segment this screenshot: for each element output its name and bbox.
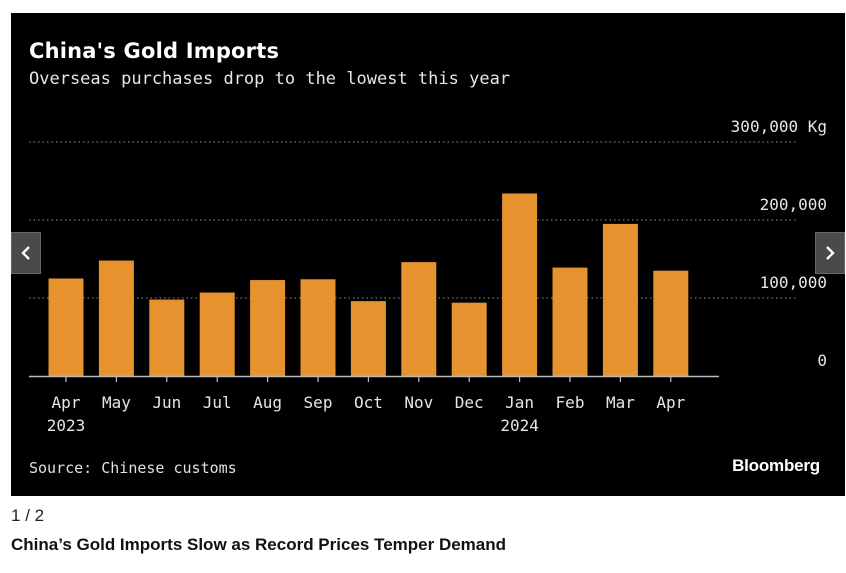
x-tick-label: Jan (505, 393, 534, 412)
chart-subtitle: Overseas purchases drop to the lowest th… (29, 69, 511, 89)
bar-chart: 0 100,000 200,000 300,000 Kg Apr 2023 May Jun Ju… (29, 117, 827, 435)
x-tick-label: Mar (606, 393, 635, 412)
slide-counter-total: 2 (34, 506, 45, 525)
y-tick-label: 200,000 (760, 195, 827, 214)
slide-counter: 1 / 2 (11, 506, 44, 526)
x-tick-label: Feb (556, 393, 585, 412)
x-tick-label: Sep (304, 393, 333, 412)
chart-card: 0 100,000 200,000 300,000 Kg Apr 2023 May Jun Ju… (11, 13, 845, 496)
bar (552, 267, 588, 376)
chart-title: China's Gold Imports (29, 39, 280, 63)
bar (250, 280, 286, 376)
bar (602, 223, 638, 376)
y-tick-label: 100,000 (760, 273, 827, 292)
x-tick-label: Nov (404, 393, 433, 412)
bar (98, 260, 134, 376)
previous-slide-button[interactable] (11, 232, 41, 274)
bar (300, 279, 336, 376)
chart-source: Source: Chinese customs (29, 459, 237, 477)
x-tick-label: Oct (354, 393, 383, 412)
bar (199, 292, 235, 376)
chevron-right-icon (826, 246, 835, 260)
x-tick-label: Apr (656, 393, 685, 412)
next-slide-button[interactable] (815, 232, 845, 274)
slide-counter-current: 1 (11, 506, 21, 525)
x-tick-label: Aug (253, 393, 282, 412)
x-tick-label: Apr (52, 393, 81, 412)
x-tick-label: Jul (203, 393, 232, 412)
y-tick-label: 300,000 Kg (731, 117, 827, 136)
bar (653, 270, 689, 376)
image-caption: China’s Gold Imports Slow as Record Pric… (11, 535, 507, 554)
x-year-label: 2023 (47, 416, 86, 435)
bar (502, 193, 538, 376)
bar (401, 262, 437, 376)
x-year-label: 2024 (500, 416, 539, 435)
y-tick-label: 0 (817, 351, 827, 370)
x-tick-label: Dec (455, 393, 484, 412)
x-tick-label: Jun (152, 393, 181, 412)
chevron-left-icon (21, 246, 30, 260)
bar (149, 299, 185, 376)
bar (451, 302, 487, 376)
bar (48, 278, 84, 376)
bar (350, 301, 386, 376)
x-tick-label: May (102, 393, 131, 412)
bloomberg-logo: Bloomberg (732, 456, 820, 475)
slide-counter-separator: / (20, 506, 35, 525)
